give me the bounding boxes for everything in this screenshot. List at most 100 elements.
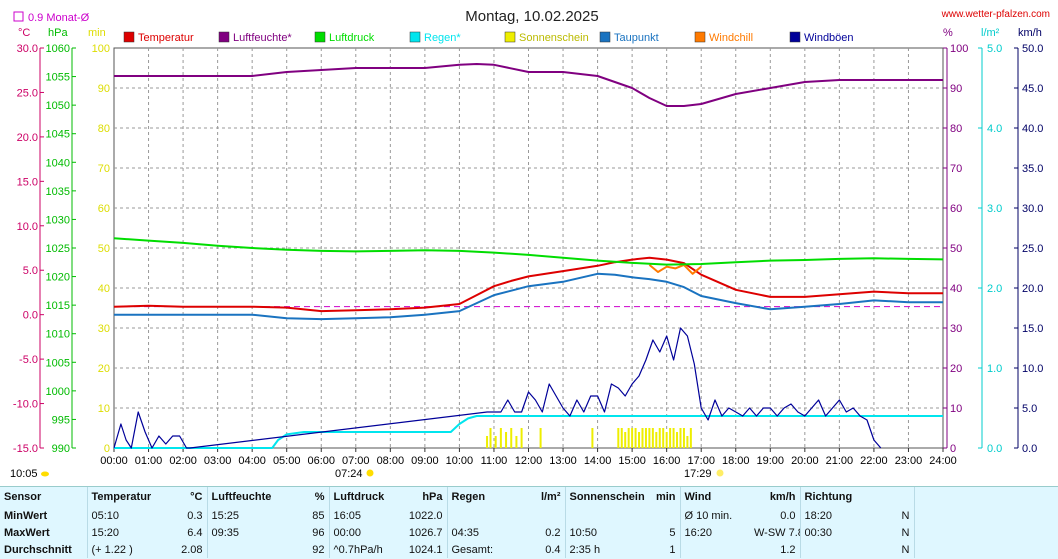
stats-header-hum: Luftfeuchte (211, 491, 272, 503)
stats-avg-rain-val: 0.4 (515, 541, 566, 558)
legend-swatch-rain (409, 31, 421, 43)
legend-label-rain: Regen* (424, 32, 461, 44)
stats-min-dir-time: 18:20 (804, 509, 833, 522)
legend-swatch-humidity (218, 31, 230, 43)
stats-avg-wind-time (680, 541, 750, 558)
chart-title: Montag, 10.02.2025 (465, 8, 598, 25)
stats-max-hum-val: 96 (277, 524, 330, 541)
stats-avg-filler (914, 541, 1058, 558)
stats-min-press-time: 16:05 (333, 509, 362, 522)
hpa-tick-label: 1040 (46, 157, 70, 169)
temp-unit: °C (18, 27, 30, 39)
temp-tick-label: -10.0 (13, 399, 38, 411)
hpa-tick-label: 1050 (46, 100, 70, 112)
stats-min-wind-val: 0.0 (750, 507, 801, 524)
x-tick-label: 24:00 (929, 455, 957, 467)
sunshine-bar (648, 428, 651, 448)
sunshine-bar (539, 428, 542, 448)
stats-header-temp: Temperatur (91, 491, 152, 503)
sunshine-bar (672, 428, 675, 448)
pct-tick-label: 100 (950, 43, 968, 55)
x-tick-label: 20:00 (791, 455, 819, 467)
temp-tick-label: 5.0 (23, 265, 38, 277)
stats-min-hum-time: 15:25 (211, 509, 240, 522)
stats-min-press-val: 1022.0 (401, 507, 448, 524)
rain-tick-label: 1.0 (987, 363, 1002, 375)
x-tick-label: 11:00 (481, 455, 508, 467)
stats-avg-rain-time: Gesamt: (451, 543, 494, 556)
rain-tick-label: 4.0 (987, 123, 1002, 135)
stats-min-sun-val (650, 507, 681, 524)
sunrise-icon (366, 469, 374, 477)
sunshine-bar (617, 428, 620, 448)
legend-swatch-gusts (789, 31, 801, 43)
hpa-tick-label: 995 (52, 414, 70, 426)
series-line-windchill (648, 263, 702, 275)
x-tick-label: 22:00 (860, 455, 888, 467)
wind-tick-label: 10.0 (1022, 363, 1043, 375)
stats-min-rain-time (447, 507, 515, 524)
stats-max-press-val: 1026.7 (401, 524, 448, 541)
stats-header-row: Sensor Temperatur °C Luftfeuchte % Luftd… (0, 487, 1058, 507)
temp-tick-label: -15.0 (13, 443, 38, 455)
legend-swatch-sunshine (504, 31, 516, 43)
min-tick-label: 100 (92, 43, 110, 55)
chart-series (113, 63, 944, 449)
min-unit: min (88, 27, 106, 39)
stats-min-hum-val: 85 (277, 507, 330, 524)
x-tick-label: 13:00 (549, 455, 577, 467)
sunshine-bar (634, 428, 637, 448)
stats-avg-press-val: 1024.1 (401, 541, 448, 558)
hpa-tick-label: 1015 (46, 300, 70, 312)
sunshine-bar (627, 428, 630, 448)
site-url[interactable]: www.wetter-pfalzen.com (941, 9, 1050, 20)
x-tick-label: 15:00 (618, 455, 646, 467)
x-tick-label: 21:00 (826, 455, 854, 467)
sunshine-bar (510, 428, 513, 448)
min-tick-label: 10 (98, 403, 110, 415)
stats-min-filler (914, 507, 1058, 524)
min-tick-label: 90 (98, 83, 110, 95)
sunset-icon (716, 469, 724, 477)
stats-max-sun-time: 10:50 (569, 526, 598, 539)
legend-label-windchill: Windchill (709, 32, 753, 44)
stats-avg-sun-val: 1 (650, 541, 681, 558)
stats-max-hum-time: 09:35 (211, 526, 240, 539)
stats-min-rain-val (515, 507, 566, 524)
chart-grid (113, 47, 944, 449)
x-tick-label: 03:00 (204, 455, 232, 467)
stats-avg-press-time: ^0.7hPa/h (333, 543, 383, 556)
month-avg-label: 0.9 Monat-Ø (28, 12, 90, 24)
legend-label-gusts: Windböen (804, 32, 854, 44)
wind-tick-label: 35.0 (1022, 163, 1043, 175)
sunshine-bar (494, 436, 497, 448)
stats-avg-sun-time: 2:35 h (569, 543, 601, 556)
chart-legend: Temperatur Luftfeuchte* Luftdruck Regen* Son… (123, 31, 854, 44)
sunshine-bar (499, 428, 502, 448)
temp-tick-label: 25.0 (17, 87, 38, 99)
hpa-tick-label: 1035 (46, 186, 70, 198)
month-avg-icon (13, 11, 24, 22)
stats-max-dir-time: 00:30 (804, 526, 833, 539)
stats-panel: Sensor Temperatur °C Luftfeuchte % Luftd… (0, 486, 1058, 559)
sun-markers: 07:24 17:29 10:05 (10, 468, 724, 480)
stats-avg-wind-val: 1.2 (750, 541, 801, 558)
stats-avg-temp-val: 2.08 (155, 541, 208, 558)
stats-max-rain-val: 0.2 (515, 524, 566, 541)
x-tick-label: 08:00 (377, 455, 405, 467)
wind-tick-label: 0.0 (1022, 443, 1037, 455)
stats-header-press-unit: hPa (401, 487, 448, 507)
temp-tick-label: 0.0 (23, 310, 38, 322)
sunshine-bar (641, 428, 644, 448)
stats-max-wind-val: W-SW 7.8 (750, 524, 801, 541)
stats-avg-temp-time: (+ 1.22 ) (91, 543, 133, 556)
rain-tick-label: 0.0 (987, 443, 1002, 455)
stats-avg-hum-time (207, 541, 277, 558)
sunshine-bar (515, 436, 518, 448)
sunshine-bar (624, 432, 627, 448)
stats-avg-dir-val: N (870, 541, 915, 558)
sunshine-bar (679, 428, 682, 448)
pct-tick-label: 30 (950, 323, 962, 335)
stats-header-rain: Regen (451, 491, 486, 503)
pct-tick-label: 60 (950, 203, 962, 215)
